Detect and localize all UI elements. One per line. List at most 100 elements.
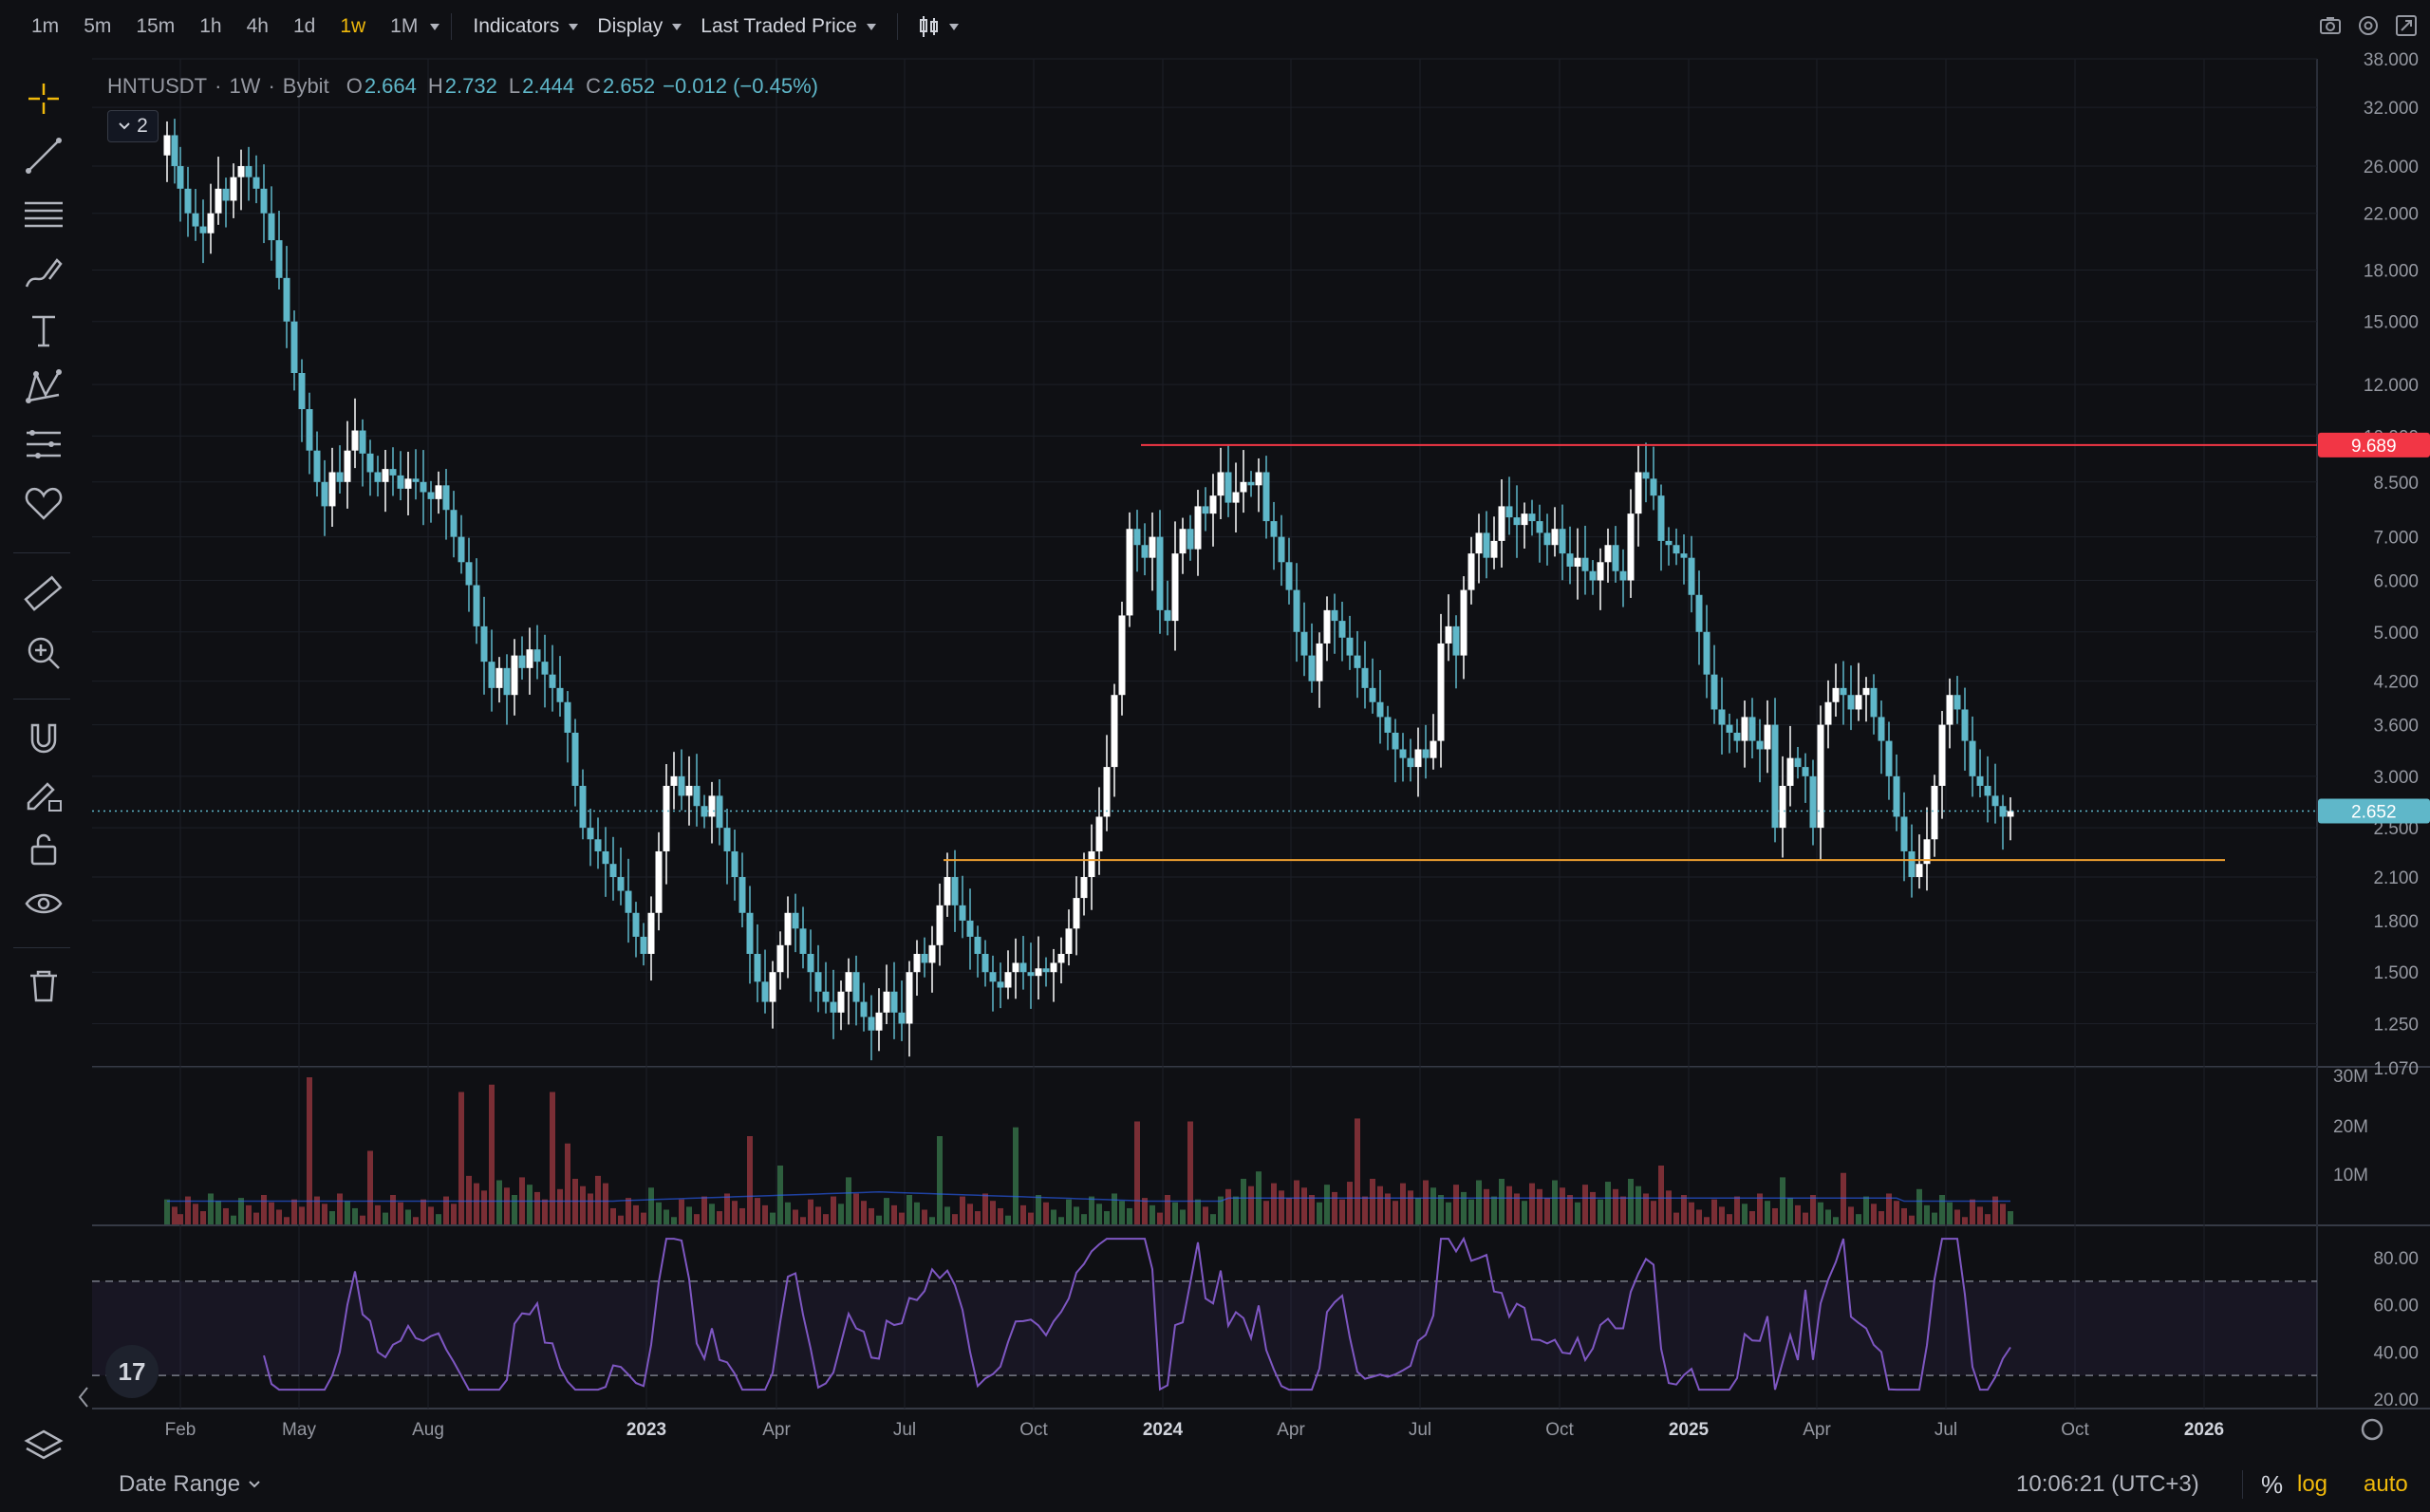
zoom-tool[interactable] xyxy=(23,632,65,674)
date-range-button[interactable]: Date Range xyxy=(119,1471,261,1498)
timeframe-dropdown-icon[interactable] xyxy=(430,23,440,30)
volume-bar xyxy=(1795,1204,1801,1224)
ohlc-legend: HNTUSDT · 1W · Bybit O 2.664 H 2.732 L 2.44… xyxy=(107,74,818,99)
price-tick-label: 6.000 xyxy=(2373,572,2419,592)
volume-bar xyxy=(345,1201,350,1224)
volume-bar xyxy=(512,1195,517,1224)
volume-bar xyxy=(405,1209,411,1224)
candle-body xyxy=(1802,767,1809,776)
price-tick-label: 18.000 xyxy=(2364,261,2419,281)
percent-scale-toggle[interactable]: % xyxy=(2261,1469,2284,1499)
volume-bar xyxy=(1134,1121,1140,1224)
volume-bar xyxy=(200,1211,206,1224)
log-scale-toggle[interactable]: log xyxy=(2297,1471,2328,1497)
exchange-label: Bybit xyxy=(282,74,329,98)
candle-body xyxy=(625,890,632,913)
candle-body xyxy=(488,662,495,688)
candle-body xyxy=(1050,962,1057,973)
timeframe-1d[interactable]: 1d xyxy=(292,15,316,37)
price-type-button[interactable]: Last Traded Price xyxy=(691,15,886,38)
camera-icon[interactable] xyxy=(2318,13,2343,38)
candle-body xyxy=(450,510,458,537)
volume-bar xyxy=(534,1191,540,1224)
volume-bar xyxy=(1271,1183,1277,1224)
draw-lock-tool[interactable] xyxy=(23,773,65,814)
timeframe-1h[interactable]: 1h xyxy=(199,15,222,37)
text-tool[interactable] xyxy=(23,309,65,351)
magnet-tool[interactable] xyxy=(23,718,65,759)
volume-bar xyxy=(1339,1199,1345,1224)
ruler-tool[interactable] xyxy=(23,573,65,615)
symbol-name[interactable]: HNTUSDT xyxy=(107,74,208,98)
candle-body xyxy=(366,453,374,473)
last-price-tag xyxy=(2318,798,2430,824)
candle-body xyxy=(374,472,382,482)
volume-bar xyxy=(1043,1202,1049,1224)
clock[interactable]: 10:06:21 (UTC+3) xyxy=(2016,1471,2199,1497)
volume-bar xyxy=(164,1199,170,1224)
chart-type-button[interactable] xyxy=(909,14,968,39)
volume-bar xyxy=(1317,1202,1322,1224)
candle-body xyxy=(1543,532,1551,546)
legend-collapse-button[interactable]: 2 xyxy=(107,110,159,142)
volume-bar xyxy=(755,1198,760,1224)
candle-body xyxy=(1976,775,1984,786)
timeframe-1w[interactable]: 1w xyxy=(340,15,366,37)
candle-body xyxy=(1900,816,1908,851)
volume-bar xyxy=(375,1204,381,1224)
candle-body xyxy=(199,226,207,233)
volume-bar xyxy=(299,1206,305,1224)
candle-body xyxy=(738,877,746,913)
delete-tool[interactable] xyxy=(23,964,65,1006)
volume-bar xyxy=(922,1209,927,1224)
volume-bar xyxy=(436,1214,441,1224)
volume-bar xyxy=(1909,1215,1915,1224)
trendline-tool[interactable] xyxy=(23,135,65,177)
timeframe-5m[interactable]: 5m xyxy=(84,15,112,37)
favorites-tool[interactable] xyxy=(23,482,65,524)
candle-body xyxy=(989,972,997,982)
timeframe-1M[interactable]: 1M xyxy=(390,15,419,37)
visibility-tool[interactable] xyxy=(23,883,65,924)
volume-bar xyxy=(1362,1196,1368,1224)
logo-badge xyxy=(105,1345,159,1398)
timeframe-1m[interactable]: 1m xyxy=(31,15,60,37)
candle-body xyxy=(1642,472,1650,479)
volume-bar xyxy=(496,1180,502,1224)
drawing-toolbar xyxy=(0,53,87,1512)
volume-bar xyxy=(481,1190,487,1224)
volume-bar xyxy=(489,1084,495,1224)
candle-body xyxy=(1338,621,1346,638)
volume-bar xyxy=(580,1185,586,1224)
display-button[interactable]: Display xyxy=(588,15,691,38)
volume-bar xyxy=(1992,1196,1998,1224)
volume-bar xyxy=(1977,1206,1983,1224)
candle-body xyxy=(784,912,792,945)
volume-bar xyxy=(1947,1202,1953,1224)
lock-tool[interactable] xyxy=(23,828,65,869)
brush-tool[interactable] xyxy=(23,252,65,294)
timeframe-4h[interactable]: 4h xyxy=(246,15,269,37)
volume-bar xyxy=(1400,1183,1406,1224)
horizontal-lines-tool[interactable] xyxy=(23,194,65,235)
volume-bar xyxy=(428,1206,434,1224)
candle-body xyxy=(1111,695,1118,768)
volume-bar xyxy=(1772,1207,1778,1224)
bottom-divider xyxy=(2242,1470,2243,1499)
auto-scale-toggle[interactable]: auto xyxy=(2364,1471,2408,1497)
candle-body xyxy=(389,469,397,476)
fib-tool[interactable] xyxy=(23,423,65,465)
timeframe-15m[interactable]: 15m xyxy=(136,15,176,37)
volume-bar xyxy=(276,1209,282,1224)
volume-bar xyxy=(1104,1211,1110,1224)
indicators-button[interactable]: Indicators xyxy=(463,15,588,38)
pattern-tool[interactable] xyxy=(23,366,65,408)
candle-body xyxy=(1346,637,1354,656)
crosshair-tool[interactable] xyxy=(23,78,65,120)
date-range-label: Date Range xyxy=(119,1471,241,1497)
object-tree-tool[interactable] xyxy=(23,1426,65,1467)
volume-tick-label: 10M xyxy=(2333,1166,2368,1185)
fullscreen-icon[interactable] xyxy=(2394,13,2419,38)
settings-icon[interactable] xyxy=(2356,13,2381,38)
